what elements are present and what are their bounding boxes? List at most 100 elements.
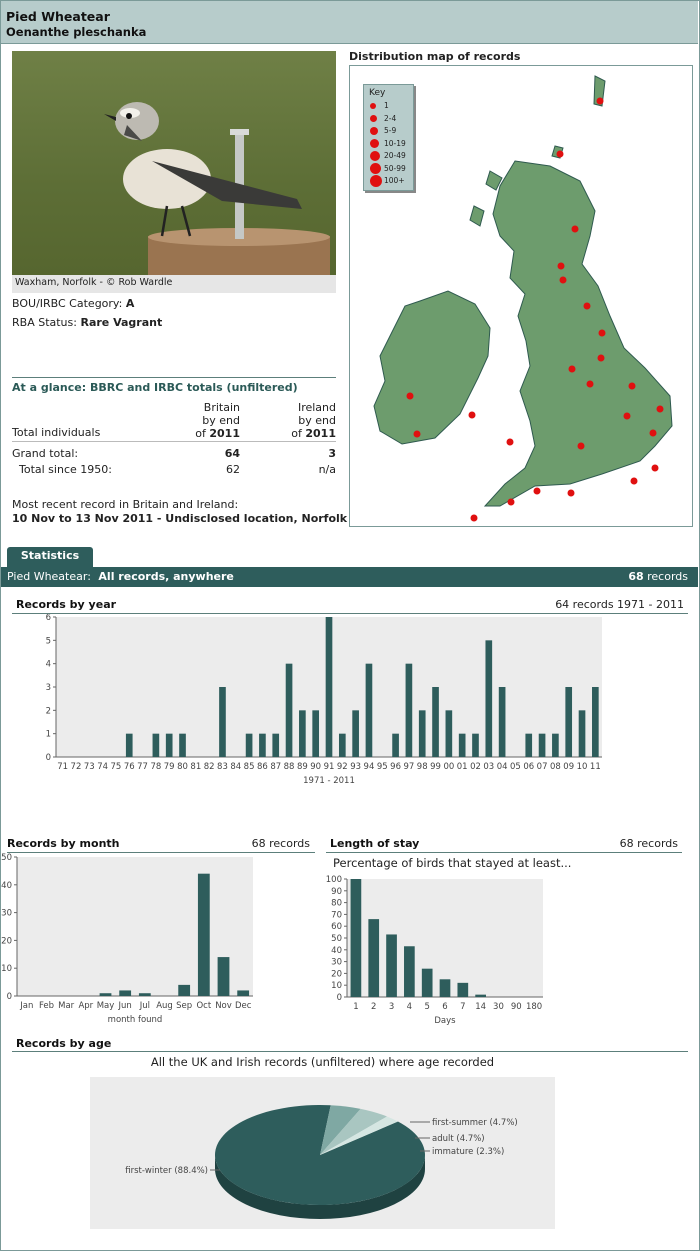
x-tick-label: 09 xyxy=(563,762,574,772)
x-tick-label: Jan xyxy=(19,1001,33,1011)
x-tick-label: 6 xyxy=(442,1002,447,1012)
bar xyxy=(405,663,413,757)
year-chart-divider xyxy=(12,613,688,614)
species-photo xyxy=(12,51,336,275)
bar xyxy=(472,733,479,757)
pie-side xyxy=(215,1155,425,1219)
bar xyxy=(458,733,466,757)
y-tick-label: 90 xyxy=(331,887,342,897)
bar xyxy=(439,979,451,997)
y-tick-label: 40 xyxy=(331,946,342,956)
y-tick-label: 50 xyxy=(331,934,342,944)
x-axis-label: month found xyxy=(108,1015,163,1025)
recent-record-value: 10 Nov to 13 Nov 2011 - Undisclosed loca… xyxy=(12,512,348,525)
species-header: Pied Wheatear Oenanthe pleschanka xyxy=(1,1,698,44)
map-key-label: 5-9 xyxy=(384,126,397,136)
x-tick-label: 4 xyxy=(407,1002,412,1012)
bar xyxy=(138,993,151,996)
map-key-item: 50-99 xyxy=(364,163,413,176)
bar xyxy=(165,733,173,757)
bar xyxy=(404,946,415,997)
rba-label: RBA Status: xyxy=(12,316,77,329)
bar xyxy=(538,733,546,757)
since-1950-label: Total since 1950: xyxy=(19,463,112,476)
y-tick-label: 70 xyxy=(331,910,342,920)
glance-title: At a glance: BBRC and IRBC totals (unfil… xyxy=(12,381,298,394)
y-tick-label: 30 xyxy=(331,958,342,968)
x-tick-label: May xyxy=(97,1001,115,1011)
y-tick-label: 30 xyxy=(1,909,12,919)
map-record-dot xyxy=(506,438,514,446)
x-tick-label: 76 xyxy=(124,762,135,772)
x-tick-label: 30 xyxy=(493,1002,504,1012)
y-tick-label: 0 xyxy=(337,993,342,1003)
x-tick-label: 08 xyxy=(550,762,561,772)
map-key-item: 10-19 xyxy=(364,138,413,151)
y-tick-label: 100 xyxy=(326,875,342,885)
bar xyxy=(312,710,320,757)
tab-statistics[interactable]: Statistics xyxy=(7,547,93,567)
pie-slice xyxy=(320,1108,388,1155)
x-tick-label: 97 xyxy=(403,762,414,772)
bar xyxy=(475,994,486,997)
bar xyxy=(179,733,186,757)
y-tick-label: 2 xyxy=(46,706,51,716)
map-record-dot xyxy=(468,411,476,419)
grand-total-ireland: 3 xyxy=(328,447,336,460)
x-tick-label: 85 xyxy=(244,762,255,772)
stats-header: Pied Wheatear: All records, anywhere 68 … xyxy=(1,567,698,587)
map-record-dot xyxy=(470,514,478,522)
map-record-dot xyxy=(413,430,421,438)
map-record-dot xyxy=(557,262,565,270)
rba-value: Rare Vagrant xyxy=(80,316,163,329)
age-chart-divider xyxy=(12,1051,688,1052)
category-row: BOU/IRBC Category: A xyxy=(12,297,134,310)
total-individuals-label: Total individuals xyxy=(12,426,101,439)
map-key-label: 50-99 xyxy=(384,163,406,173)
plot-area xyxy=(347,879,543,997)
map-record-dot xyxy=(649,429,657,437)
map-key-label: 2-4 xyxy=(384,113,397,123)
x-tick-label: 91 xyxy=(324,762,335,772)
x-tick-label: 81 xyxy=(190,762,201,772)
map-key-title: Key xyxy=(369,88,386,98)
glance-col-ireland: Ireland by end of 2011 xyxy=(291,401,336,440)
y-tick-label: 20 xyxy=(331,969,342,979)
bar xyxy=(217,957,230,996)
pie-label: first-summer (4.7%) xyxy=(432,1118,518,1128)
bar xyxy=(392,733,399,757)
map-record-dot xyxy=(628,382,636,390)
grand-total-britain: 64 xyxy=(224,447,240,460)
x-tick-label: 98 xyxy=(417,762,428,772)
x-tick-label: 2 xyxy=(371,1002,376,1012)
bar xyxy=(457,982,469,997)
x-tick-label: 86 xyxy=(257,762,268,772)
map-record-dot xyxy=(507,498,515,506)
map-record-dot xyxy=(656,405,664,413)
bar xyxy=(119,990,132,996)
x-tick-label: Nov xyxy=(215,1001,232,1011)
bar xyxy=(178,984,191,996)
map-key-label: 20-49 xyxy=(384,151,406,161)
x-tick-label: 7 xyxy=(460,1002,465,1012)
x-tick-label: 03 xyxy=(483,762,494,772)
y-tick-label: 80 xyxy=(331,899,342,909)
x-tick-label: 5 xyxy=(424,1002,429,1012)
age-chart-caption: All the UK and Irish records (unfiltered… xyxy=(150,1055,495,1069)
age-chart: first-winter (88.4%) first-summer (4.7%) a… xyxy=(90,1077,555,1229)
map-record-dot xyxy=(567,489,575,497)
x-tick-label: 05 xyxy=(510,762,521,772)
bar xyxy=(299,710,306,757)
map-record-dot xyxy=(651,464,659,472)
bar xyxy=(365,663,373,757)
month-chart-subtitle: 68 records xyxy=(251,837,310,850)
stay-chart-divider xyxy=(326,852,682,853)
map-key-item: 5-9 xyxy=(364,125,413,138)
map-record-dot xyxy=(571,225,579,233)
bar xyxy=(237,990,250,996)
bar xyxy=(352,710,359,757)
map-key-dot xyxy=(370,115,377,123)
bar xyxy=(368,919,380,997)
age-chart-title: Records by age xyxy=(16,1037,112,1050)
